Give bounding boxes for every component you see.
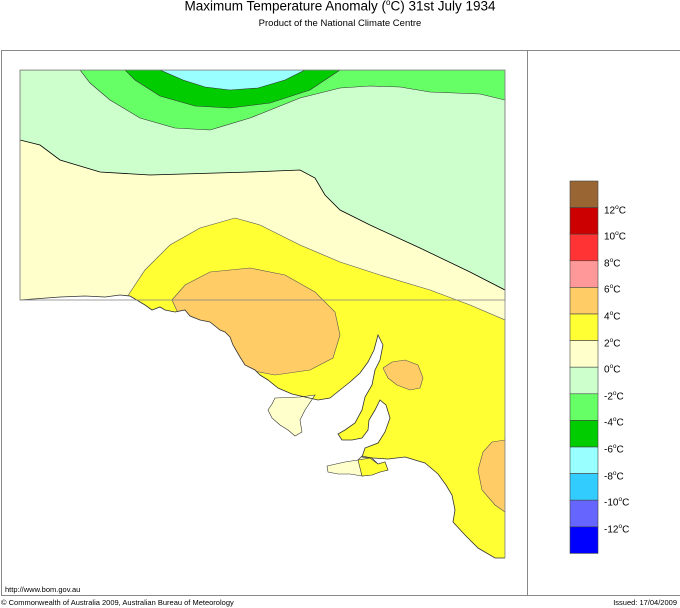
- issued-date: Issued: 17/04/2009: [613, 598, 677, 607]
- legend-label-neg6: -6oC: [604, 443, 624, 456]
- legend-colorbar: [569, 180, 599, 554]
- yorke-peninsula-tip: [267, 394, 316, 437]
- legend-label-4: 4oC: [604, 310, 621, 323]
- legend-label-10: 10oC: [604, 230, 626, 243]
- legend-label-neg4: -4oC: [604, 416, 624, 429]
- legend-label-12: 12oC: [604, 204, 626, 217]
- contour-fills: [20, 70, 505, 558]
- legend-label-8: 8oC: [604, 257, 621, 270]
- legend-label-0: 0oC: [604, 363, 621, 376]
- legend-divider: [527, 50, 528, 596]
- map-frame: [1, 50, 680, 596]
- kangaroo-island-east: [357, 457, 389, 477]
- map-subtitle: Product of the National Climate Centre: [258, 18, 422, 29]
- legend-label-neg12: -12oC: [604, 523, 630, 536]
- copyright-notice: © Commonwealth of Australia 2009, Austra…: [1, 598, 234, 607]
- coastline: [19, 294, 505, 559]
- map-title: Maximum Temperature Anomaly (oC) 31st Ju…: [184, 0, 496, 14]
- legend-label-2: 2oC: [604, 337, 621, 350]
- legend-label-neg10: -10oC: [604, 496, 630, 509]
- legend-label-6: 6oC: [604, 283, 621, 296]
- bom-url-link[interactable]: http://www.bom.gov.au: [5, 585, 81, 594]
- legend-label-neg8: -8oC: [604, 470, 624, 483]
- legend-label-neg2: -2oC: [604, 390, 624, 403]
